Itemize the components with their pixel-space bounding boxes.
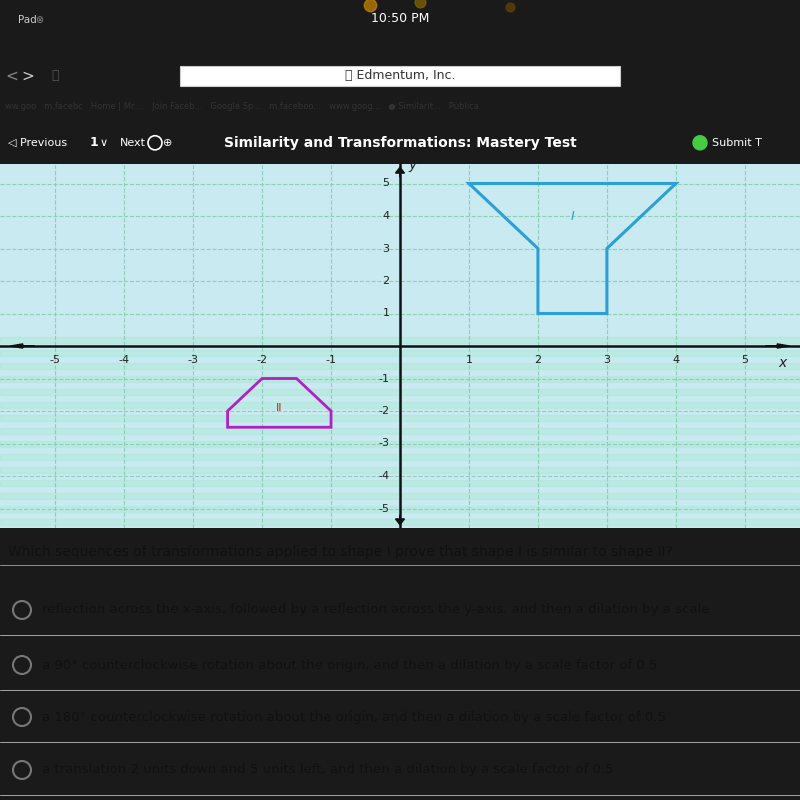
Bar bbox=[0, 493, 800, 498]
Point bbox=[504, 1, 517, 14]
Text: -1: -1 bbox=[378, 374, 390, 383]
Text: 🔒 Edmentum, Inc.: 🔒 Edmentum, Inc. bbox=[345, 70, 455, 82]
Bar bbox=[0, 467, 800, 473]
Text: -5: -5 bbox=[50, 355, 61, 365]
Text: 3: 3 bbox=[603, 355, 610, 365]
Text: <: < bbox=[6, 69, 18, 83]
Text: 4: 4 bbox=[382, 211, 390, 221]
Text: -2: -2 bbox=[257, 355, 268, 365]
Bar bbox=[0, 389, 800, 394]
Text: a translation 2 units down and 5 units left, and then a dilation by a scale fact: a translation 2 units down and 5 units l… bbox=[42, 763, 614, 777]
FancyArrow shape bbox=[766, 344, 790, 348]
Text: y: y bbox=[408, 158, 417, 172]
Text: >: > bbox=[22, 69, 34, 83]
Bar bbox=[0, 350, 800, 356]
Text: ◁ Previous: ◁ Previous bbox=[8, 138, 67, 148]
Point bbox=[363, 0, 377, 11]
Text: -5: -5 bbox=[378, 503, 390, 514]
Bar bbox=[0, 519, 800, 525]
Text: 10:50 PM: 10:50 PM bbox=[371, 12, 429, 26]
Text: ∨: ∨ bbox=[100, 138, 108, 148]
Text: ⊕: ⊕ bbox=[163, 138, 172, 148]
Text: x: x bbox=[778, 357, 787, 370]
Circle shape bbox=[693, 136, 707, 150]
Text: I: I bbox=[570, 210, 574, 222]
Bar bbox=[0, 363, 800, 369]
Text: 1: 1 bbox=[90, 136, 98, 150]
Text: 2: 2 bbox=[382, 276, 390, 286]
Text: II: II bbox=[276, 402, 282, 413]
Text: -4: -4 bbox=[118, 355, 130, 365]
FancyArrow shape bbox=[10, 344, 34, 348]
Bar bbox=[0, 376, 800, 382]
Bar bbox=[180, 66, 620, 86]
Text: ⊗: ⊗ bbox=[35, 15, 43, 25]
Text: -2: -2 bbox=[378, 406, 390, 416]
Bar bbox=[0, 337, 800, 342]
FancyArrow shape bbox=[395, 167, 405, 177]
Text: Similarity and Transformations: Mastery Test: Similarity and Transformations: Mastery … bbox=[224, 136, 576, 150]
Text: ww.goo   m.facebc   Home | Mr....   Join Faceb...   Google Sp...   m.faceboo... : ww.goo m.facebc Home | Mr.... Join Faceb… bbox=[5, 102, 479, 111]
Text: Pad: Pad bbox=[18, 15, 37, 25]
Text: 5: 5 bbox=[742, 355, 748, 365]
Text: 3: 3 bbox=[382, 243, 390, 254]
Point bbox=[414, 0, 426, 9]
Text: reflection across the x-axis, followed by a reflection across the y-axis, and th: reflection across the x-axis, followed b… bbox=[42, 603, 710, 617]
Bar bbox=[0, 428, 800, 434]
FancyArrow shape bbox=[395, 515, 405, 525]
Text: a 180° counterclockwise rotation about the origin, and then a dilation by a scal: a 180° counterclockwise rotation about t… bbox=[42, 710, 666, 723]
Text: Next: Next bbox=[120, 138, 146, 148]
Bar bbox=[0, 454, 800, 460]
Bar bbox=[0, 441, 800, 446]
Bar bbox=[0, 506, 800, 512]
Bar bbox=[0, 402, 800, 408]
Text: 4: 4 bbox=[672, 355, 679, 365]
Bar bbox=[0, 480, 800, 486]
Text: a 90° counterclockwise rotation about the origin, and then a dilation by a scale: a 90° counterclockwise rotation about th… bbox=[42, 658, 658, 671]
Text: -3: -3 bbox=[188, 355, 198, 365]
Text: 5: 5 bbox=[382, 178, 390, 189]
Text: ⬜: ⬜ bbox=[51, 70, 58, 82]
Text: -4: -4 bbox=[378, 471, 390, 481]
Text: -1: -1 bbox=[326, 355, 337, 365]
Text: Which sequences of transformations applied to shape I prove that shape I is simi: Which sequences of transformations appli… bbox=[8, 545, 673, 559]
Bar bbox=[0, 415, 800, 421]
Text: 1: 1 bbox=[382, 309, 390, 318]
Text: Submit T: Submit T bbox=[712, 138, 762, 148]
Text: -3: -3 bbox=[378, 438, 390, 449]
Text: 1: 1 bbox=[466, 355, 473, 365]
Text: 2: 2 bbox=[534, 355, 542, 365]
